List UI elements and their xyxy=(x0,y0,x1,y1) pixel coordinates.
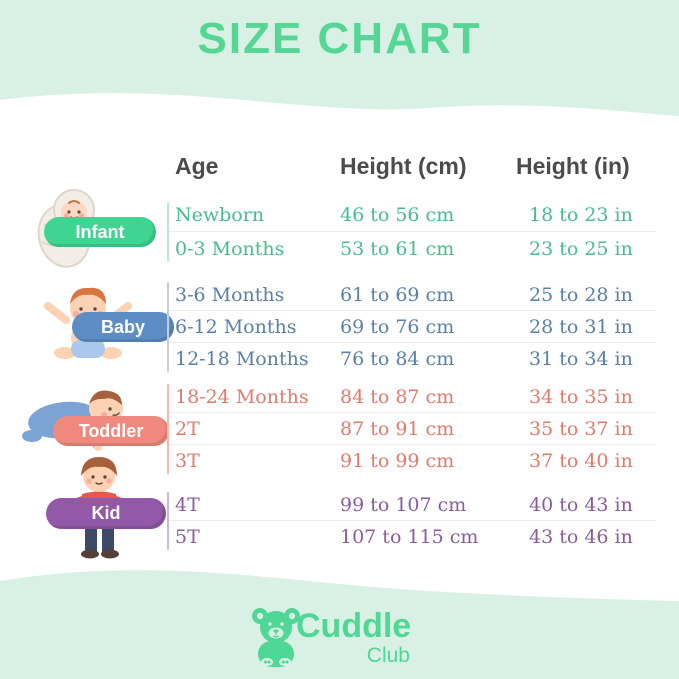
height-in-cell: 18 to 23 in xyxy=(529,204,633,226)
table-row: Newborn 46 to 56 cm 18 to 23 in xyxy=(167,199,656,232)
height-cm-cell: 76 to 84 cm xyxy=(340,348,455,370)
age-cell: Newborn xyxy=(175,204,265,226)
age-cell: 6-12 Months xyxy=(175,315,297,338)
group-label-kid: Kid xyxy=(46,498,166,529)
bottom-wave xyxy=(0,570,679,679)
age-cell: 18-24 Months xyxy=(175,385,309,408)
table-row: 5T 107 to 115 cm 43 to 46 in xyxy=(167,521,656,553)
height-in-cell: 40 to 43 in xyxy=(529,493,633,516)
group-label-toddler: Toddler xyxy=(53,416,169,446)
height-cm-cell: 61 to 69 cm xyxy=(340,283,455,306)
column-header-age: Age xyxy=(175,152,219,179)
group-label-infant: Infant xyxy=(44,217,156,247)
page-title: SIZE CHART xyxy=(197,14,482,63)
age-cell: 12-18 Months xyxy=(175,348,309,370)
height-cm-cell: 91 to 99 cm xyxy=(340,450,455,472)
age-cell: 2T xyxy=(175,417,200,440)
height-cm-cell: 84 to 87 cm xyxy=(340,385,455,408)
teddy-bear-icon xyxy=(252,608,300,667)
table-header: Age Height (cm) Height (in) xyxy=(167,148,656,184)
height-cm-cell: 69 to 76 cm xyxy=(340,315,455,338)
height-cm-cell: 46 to 56 cm xyxy=(340,204,455,226)
height-cm-cell: 87 to 91 cm xyxy=(340,417,455,440)
age-cell: 0-3 Months xyxy=(175,237,285,260)
table-row: 6-12 Months 69 to 76 cm 28 to 31 in xyxy=(167,311,656,343)
table-row: 12-18 Months 76 to 84 cm 31 to 34 in xyxy=(167,343,656,375)
table-row: 4T 99 to 107 cm 40 to 43 in xyxy=(167,489,656,521)
group-rows-infant: Newborn 46 to 56 cm 18 to 23 in 0-3 Mont… xyxy=(167,199,656,265)
table-row: 0-3 Months 53 to 61 cm 23 to 25 in xyxy=(167,232,656,265)
column-header-height-cm: Height (cm) xyxy=(340,152,467,179)
height-in-cell: 23 to 25 in xyxy=(529,237,633,260)
height-in-cell: 35 to 37 in xyxy=(529,417,633,440)
age-cell: 3-6 Months xyxy=(175,283,285,306)
table-row: 18-24 Months 84 to 87 cm 34 to 35 in xyxy=(167,381,656,413)
height-in-cell: 25 to 28 in xyxy=(529,283,633,306)
table-row: 2T 87 to 91 cm 35 to 37 in xyxy=(167,413,656,445)
height-in-cell: 34 to 35 in xyxy=(529,385,633,408)
height-cm-cell: 107 to 115 cm xyxy=(340,526,479,548)
age-cell: 3T xyxy=(175,450,200,472)
group-rows-toddler: 18-24 Months 84 to 87 cm 34 to 35 in 2T … xyxy=(167,381,656,477)
height-in-cell: 28 to 31 in xyxy=(529,315,633,338)
column-header-height-in: Height (in) xyxy=(516,152,630,179)
height-in-cell: 31 to 34 in xyxy=(529,348,633,370)
brand-subname: Club xyxy=(366,644,410,667)
height-cm-cell: 99 to 107 cm xyxy=(340,493,467,516)
age-cell: 5T xyxy=(175,526,200,548)
table-row: 3T 91 to 99 cm 37 to 40 in xyxy=(167,445,656,477)
height-in-cell: 37 to 40 in xyxy=(529,450,633,472)
height-cm-cell: 53 to 61 cm xyxy=(340,237,455,260)
table-row: 3-6 Months 61 to 69 cm 25 to 28 in xyxy=(167,279,656,311)
height-in-cell: 43 to 46 in xyxy=(529,526,633,548)
age-cell: 4T xyxy=(175,493,200,516)
group-rows-baby: 3-6 Months 61 to 69 cm 25 to 28 in 6-12 … xyxy=(167,279,656,375)
top-wave xyxy=(0,0,679,116)
brand-name: Cuddle xyxy=(296,607,412,645)
group-rows-kid: 4T 99 to 107 cm 40 to 43 in 5T 107 to 11… xyxy=(167,489,656,553)
group-label-baby: Baby xyxy=(72,312,174,342)
